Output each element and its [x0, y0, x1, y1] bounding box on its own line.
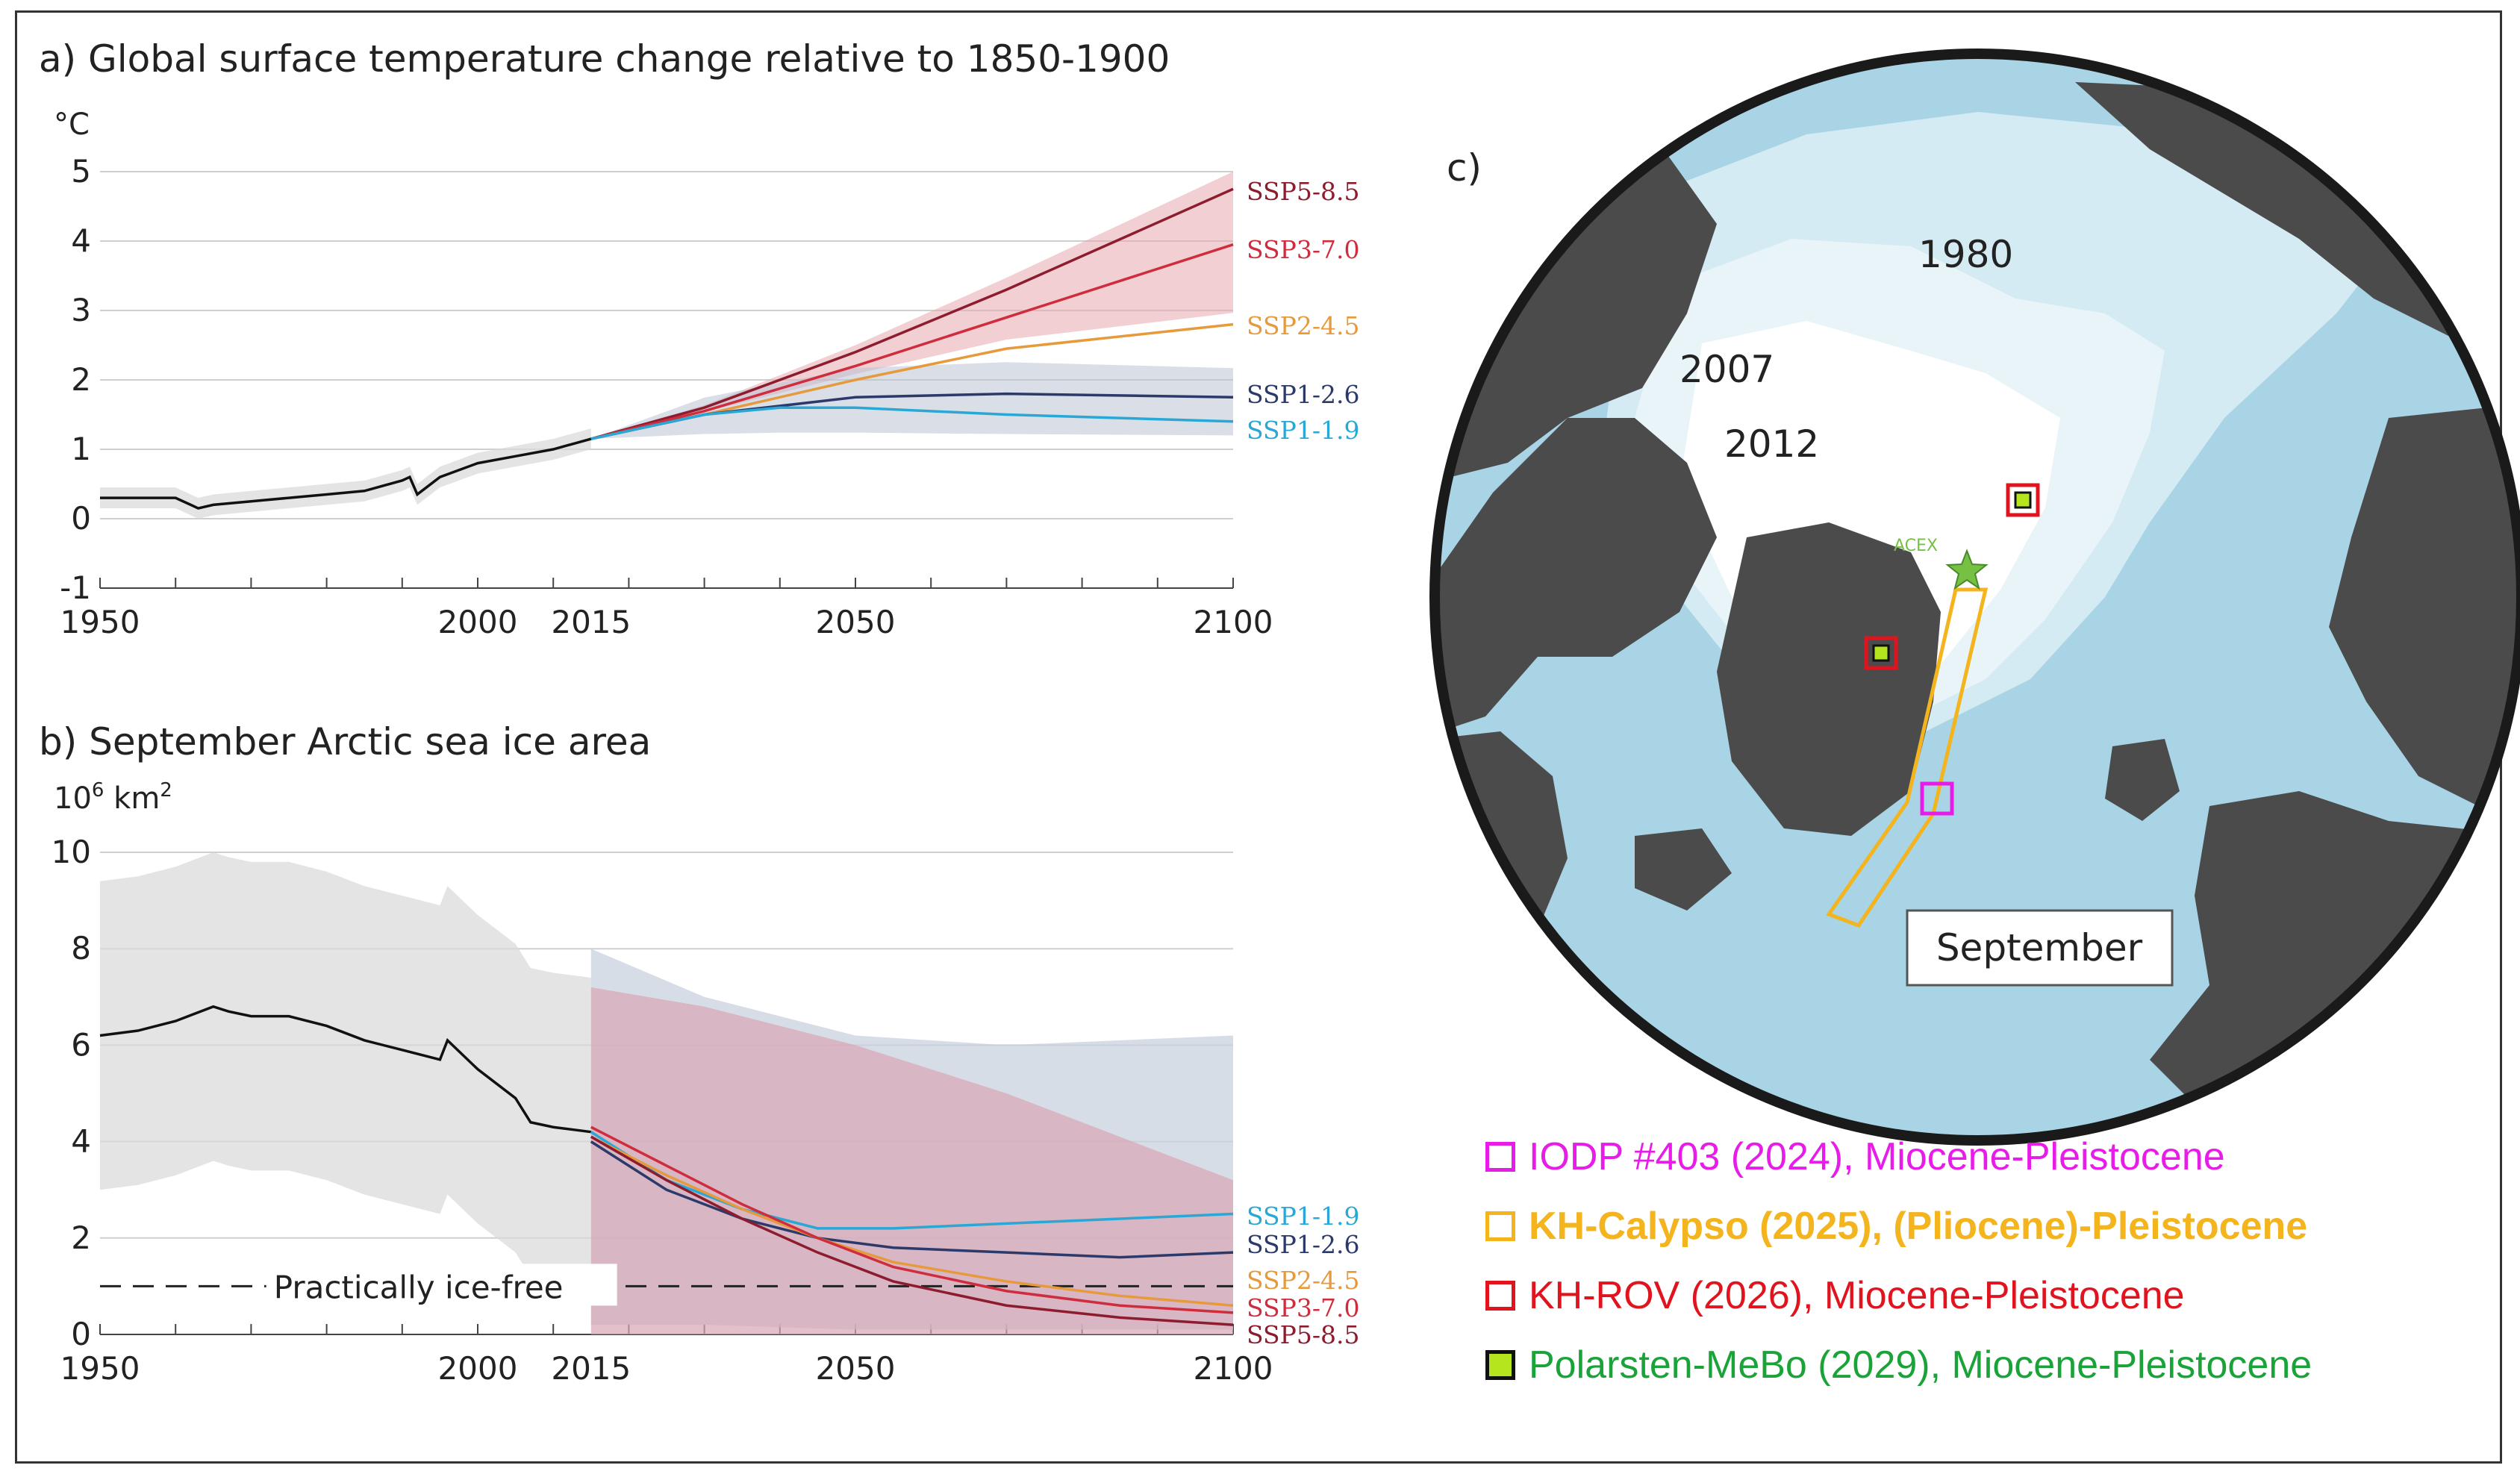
kh-rov-site-2	[2006, 483, 2040, 517]
month-box	[1906, 909, 2174, 987]
year-label-2012: 2012	[1724, 422, 1819, 466]
panel-c-map: ACEX 1980 2007 2012 September c)	[1429, 49, 2520, 1146]
historical-uncertainty-band	[100, 852, 591, 1287]
series-label-ssp2-4-5: SSP2-4.5	[1247, 1266, 1359, 1295]
kh-calypso-transect	[1826, 587, 1989, 928]
legend-label: IODP #403 (2024), Miocene-Pleistocene	[1529, 1135, 2225, 1178]
panel-a-chart: -1 0 1 2 3 4 5 1950 2000 2015 2050 2100 SSP5-8.5 SSP3…	[60, 153, 1359, 640]
low-emission-band	[590, 362, 1233, 440]
series-label-ssp2-4-5: SSP2-4.5	[1247, 311, 1359, 340]
threshold-label-bg	[266, 1264, 617, 1306]
series-label-ssp3-7-0: SSP3-7.0	[1247, 235, 1359, 264]
legend-swatch	[1485, 1350, 1515, 1380]
x-tick-label: 2000	[438, 604, 518, 640]
historical-line	[99, 1005, 592, 1134]
series-label-ssp5-8-5: SSP5-8.5	[1247, 177, 1359, 206]
high-emission-band	[590, 172, 1233, 440]
panel-c-label: c)	[1447, 146, 1482, 190]
series-line-ssp2-4-5	[590, 1135, 1234, 1307]
legend-item: KH-Calypso (2025), (Pliocene)-Pleistocen…	[1485, 1196, 2307, 1256]
land-iceland	[1635, 828, 1732, 911]
series-line-ssp5-8-5	[590, 1135, 1234, 1326]
series-label-ssp5-8-5: SSP5-8.5	[1247, 1320, 1359, 1349]
y-tick-label: 2	[71, 1220, 91, 1256]
series-label-ssp1-2-6: SSP1-2.6	[1247, 380, 1359, 409]
historical-line	[100, 437, 592, 510]
legend-label: KH-ROV (2026), Miocene-Pleistocene	[1529, 1274, 2185, 1317]
series-line-ssp5-8-5	[590, 187, 1234, 440]
y-tick-label: 8	[71, 930, 91, 966]
kh-rov-site-1	[1864, 636, 1898, 670]
y-tick-label: 0	[71, 1316, 91, 1352]
x-tick-label: 2015	[551, 1350, 631, 1387]
series-line-ssp1-1-9	[590, 1131, 1234, 1230]
legend-swatch	[1485, 1211, 1515, 1241]
year-label-2007: 2007	[1680, 348, 1774, 391]
panel-a-title: a) Global surface temperature change rel…	[39, 37, 1170, 81]
acex-label: ACEX	[1894, 537, 1938, 555]
series-line-ssp1-1-9	[590, 406, 1234, 440]
x-tick-label: 1950	[60, 604, 140, 640]
legend-item: IODP #403 (2024), Miocene-Pleistocene	[1485, 1127, 2225, 1187]
legend-label: KH-Calypso (2025), (Pliocene)-Pleistocen…	[1529, 1205, 2308, 1248]
panel-b-unit: 106 km2	[54, 779, 172, 816]
mebo-site-1	[1872, 644, 1890, 662]
ice-free-threshold-label: Practically ice-free	[274, 1269, 564, 1305]
x-tick-label: 2050	[816, 604, 896, 640]
series-line-ssp3-7-0	[590, 1125, 1234, 1314]
iodp-site	[1920, 781, 1954, 816]
land-svalbard	[2105, 739, 2180, 821]
panel-b-chart: 0 2 4 6 8 10 1950 2000 2015 2050 2100 Practically i…	[52, 834, 1360, 1387]
land-greenland	[1717, 522, 1941, 836]
land-canada	[1435, 418, 1717, 731]
x-tick-label: 2100	[1194, 604, 1273, 640]
series-label-ssp1-1-9: SSP1-1.9	[1247, 416, 1359, 445]
panel-a-unit: °C	[54, 107, 90, 142]
legend-swatch	[1485, 1281, 1515, 1311]
y-tick-label: 10	[52, 834, 91, 870]
x-tick-label: 2015	[551, 604, 631, 640]
series-line-ssp3-7-0	[590, 243, 1234, 440]
x-tick-label: 1950	[60, 1350, 140, 1387]
month-label: September	[1936, 926, 2143, 969]
mebo-site-2	[2014, 491, 2032, 509]
legend-label: Polarsten-MeBo (2029), Miocene-Pleistoce…	[1529, 1343, 2312, 1387]
x-tick-label: 2100	[1194, 1350, 1273, 1387]
y-tick-label: 6	[71, 1026, 91, 1063]
map-outline	[1429, 49, 2520, 1146]
historical-uncertainty-band	[100, 428, 591, 519]
y-tick-label: -1	[60, 569, 91, 606]
y-tick-label: 4	[71, 1123, 91, 1160]
panel-b-title: b) September Arctic sea ice area	[39, 720, 651, 763]
high-emission-band	[590, 987, 1233, 1334]
year-label-1980: 1980	[1918, 233, 2013, 276]
y-tick-label: 1	[71, 431, 91, 467]
series-label-ssp1-2-6: SSP1-2.6	[1247, 1230, 1359, 1259]
x-tick-label: 2050	[816, 1350, 896, 1387]
series-label-ssp3-7-0: SSP3-7.0	[1247, 1293, 1359, 1322]
y-tick-label: 5	[71, 153, 91, 190]
legend-item: Polarsten-MeBo (2029), Miocene-Pleistoce…	[1485, 1335, 2312, 1395]
legend-item: KH-ROV (2026), Miocene-Pleistocene	[1485, 1266, 2185, 1325]
y-tick-label: 4	[71, 222, 91, 259]
y-tick-label: 3	[71, 292, 91, 328]
series-line-ssp1-2-6	[590, 1140, 1234, 1259]
series-label-ssp1-1-9: SSP1-1.9	[1247, 1202, 1359, 1231]
y-tick-label: 2	[71, 361, 91, 398]
acex-star-icon	[1945, 549, 1989, 590]
land-siberia-west	[2329, 403, 2520, 806]
x-tick-label: 2000	[438, 1350, 518, 1387]
y-tick-label: 0	[71, 500, 91, 537]
legend-swatch	[1485, 1142, 1515, 1172]
